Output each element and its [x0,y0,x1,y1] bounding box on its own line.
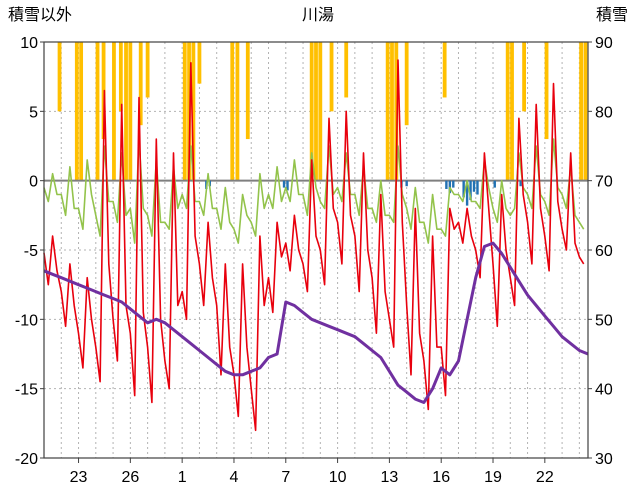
x-axis-tick-label: 10 [329,469,347,486]
left-axis-tick-label: 10 [20,35,38,52]
sunshine-bar [394,42,399,181]
sunshine-bar [442,42,447,98]
x-axis-tick-label: 7 [281,469,290,486]
sunshine-bar [510,42,514,181]
sunshine-bar [245,42,250,140]
x-axis-tick-label: 23 [70,469,88,486]
sunshine-bar [505,42,510,181]
left-axis-tick-label: -10 [15,312,38,329]
sunshine-bar [79,42,84,181]
sunshine-bar [390,42,394,181]
left-axis-tick-label: -20 [15,451,38,468]
left-axis-tick-label: 5 [29,104,38,121]
sunshine-bar [187,42,191,181]
sunshine-bar [522,42,527,112]
green-anomaly-line [43,138,585,244]
precipitation-bar [472,180,476,192]
sunshine-bar [57,42,62,112]
sunshine-bar [385,42,390,181]
sunshine-bar [404,42,409,126]
left-axis-tick-label: -5 [24,243,38,260]
sunshine-bar [191,42,196,181]
sunshine-bar [145,42,150,98]
precipitation-bar [405,180,408,187]
sunshine-bar [118,42,123,112]
precipitation-bar [282,180,286,188]
right-axis-tick-label: 80 [595,104,613,121]
left-axis-tick-label: -15 [15,382,38,399]
x-axis-tick-label: 19 [484,469,502,486]
left-axis-title: 積雪以外 [8,6,72,24]
sunshine-bar [329,42,334,112]
sunshine-bar [544,42,549,140]
precipitation-bar [452,180,455,188]
precipitation-bar [445,180,448,189]
sunshine-bar [101,42,106,140]
sunshine-bar [235,42,240,181]
sunshine-bar [318,42,323,181]
x-axis-tick-label: 4 [230,469,239,486]
x-axis-tick-label: 22 [536,469,554,486]
sunshine-bar [74,42,79,181]
precipitation-bar [469,180,472,201]
right-axis-title: 積雪 [596,6,628,24]
sunshine-bar [344,42,349,98]
sunshine-bar [583,42,588,181]
temperature-line [43,59,585,432]
precipitation-bar [519,180,522,187]
precipitation-bar [286,180,289,191]
sunshine-bar [579,42,583,181]
precipitation-bar [476,180,479,195]
sunshine-bar [138,42,143,126]
right-axis-tick-label: 60 [595,243,613,260]
x-axis-tick-label: 13 [380,469,398,486]
sunshine-bar [182,42,187,181]
precipitation-bar [465,180,469,206]
right-axis-tick-label: 40 [595,382,613,399]
left-axis-tick-label: 0 [29,174,38,191]
right-axis-tick-label: 90 [595,35,613,52]
sunshine-bar [95,42,100,181]
x-axis-tick-label: 1 [178,469,187,486]
precipitation-bar [493,180,496,188]
x-axis-tick-label: 16 [432,469,450,486]
precipitation-bar [462,180,465,198]
sunshine-bar [112,42,116,181]
sunshine-bar [197,42,202,84]
right-axis-tick-label: 30 [595,451,613,468]
sunshine-bar [309,42,314,181]
sunshine-bar [314,42,318,181]
sunshine-bar [124,42,128,181]
chart-title: 川湯 [302,6,334,24]
right-axis-tick-label: 70 [595,174,613,191]
right-axis-tick-label: 50 [595,312,613,329]
sunshine-bar [230,42,235,181]
snow-depth-line [43,241,589,404]
x-axis-tick-label: 26 [121,469,139,486]
sunshine-bar [128,42,133,181]
